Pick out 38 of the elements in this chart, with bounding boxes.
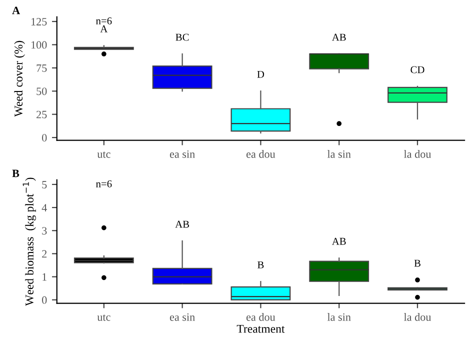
- x-tick-label: utc: [97, 151, 110, 158]
- x-tick-label: la dou: [404, 313, 432, 321]
- y-tick-label: 25: [36, 110, 47, 118]
- annotation: AB: [332, 238, 346, 245]
- x-tick-label: la sin: [327, 313, 351, 321]
- y-tick-label: 4: [42, 204, 47, 212]
- y-tick-label: 1: [42, 273, 46, 281]
- y-tick-label: 5: [42, 181, 47, 188]
- chart-title: B: [12, 170, 20, 178]
- annotation: BC: [176, 34, 189, 41]
- x-tick-label: ea sin: [170, 150, 195, 158]
- y-tick-label: 50: [36, 88, 47, 96]
- y-tick-label: 75: [36, 64, 47, 72]
- x-tick-label: utc: [97, 314, 110, 321]
- y-axis-title: Weed cover (%): [14, 40, 25, 117]
- y-tick-label: 0: [42, 134, 47, 142]
- annotation: n=6: [96, 180, 112, 188]
- x-tick-label: ea dou: [246, 313, 276, 321]
- x-tick-label: ea dou: [246, 150, 276, 158]
- y-axis-title: Weed biomass (kg plot$^{−1}$): [22, 178, 36, 306]
- x-axis-title: Treatment: [236, 324, 285, 333]
- x-tick-label: la sin: [327, 150, 351, 158]
- y-tick-label: 125: [31, 18, 47, 26]
- y-tick-label: 3: [42, 227, 47, 235]
- y-tick-label: 2: [42, 250, 47, 258]
- annotation: n=6: [96, 17, 112, 24]
- annotation: D: [257, 70, 264, 78]
- x-tick-label: la dou: [404, 150, 432, 158]
- annotation: A: [100, 25, 108, 32]
- annotation: AB: [175, 220, 190, 228]
- annotation: B: [414, 260, 420, 267]
- chart-title: A: [12, 6, 20, 14]
- annotation: B: [258, 261, 264, 268]
- annotation: AB: [332, 34, 346, 41]
- annotation: CD: [410, 66, 424, 74]
- y-tick-label: 0: [42, 296, 47, 304]
- y-tick-label: 100: [31, 41, 47, 49]
- x-tick-label: ea sin: [170, 313, 195, 321]
